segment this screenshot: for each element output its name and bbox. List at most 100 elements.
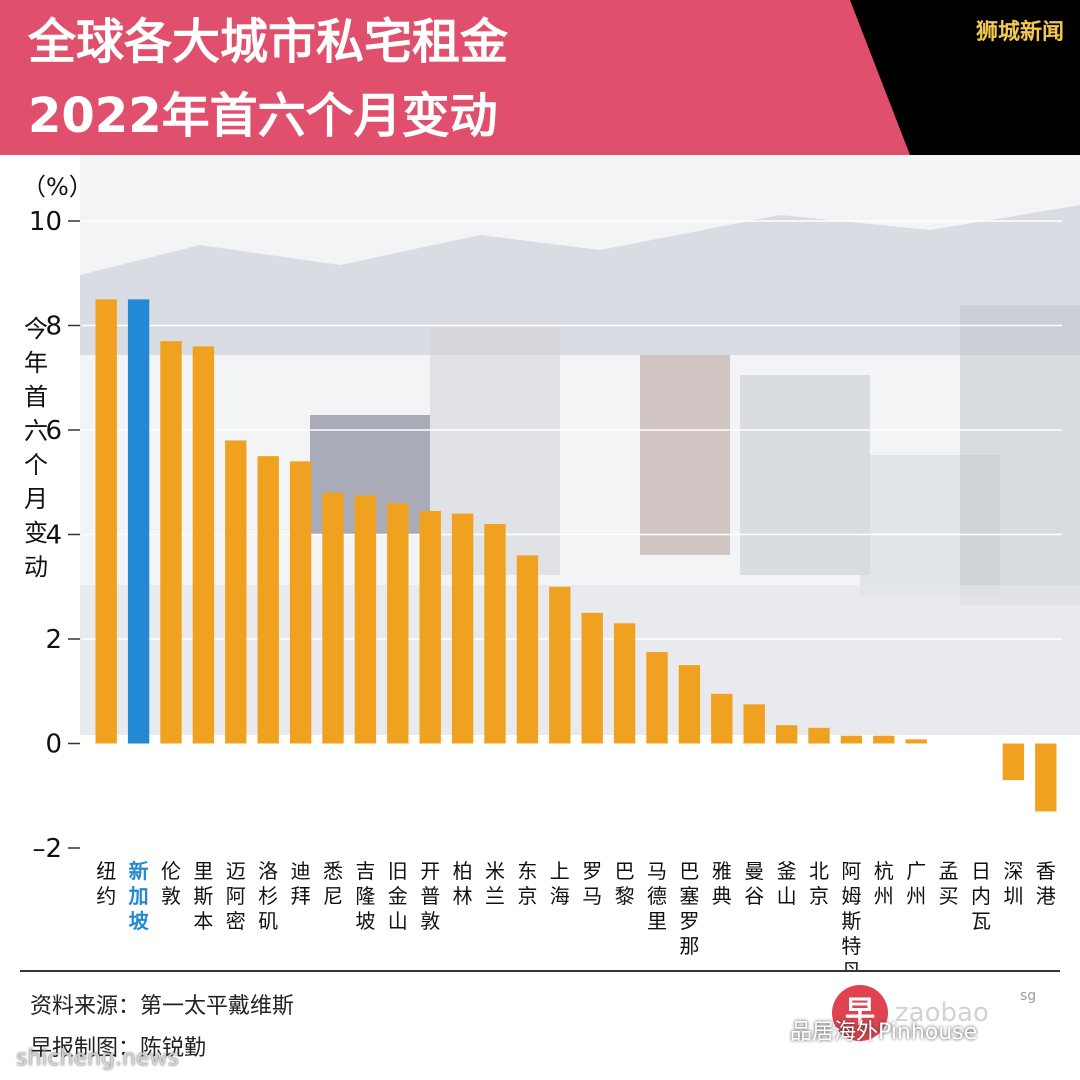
- bar: [322, 492, 344, 744]
- x-tick-label-char: 姆: [841, 884, 861, 908]
- x-tick-label-char: 东: [517, 859, 537, 883]
- y-axis-title-char: 六: [24, 417, 48, 445]
- x-tick-label-char: 斯: [193, 884, 213, 908]
- bar: [451, 513, 474, 744]
- x-tick-label-char: 买: [939, 884, 959, 908]
- bar: [354, 495, 377, 744]
- bar: [808, 727, 830, 744]
- y-tick-label: –2: [32, 834, 62, 864]
- bar: [775, 725, 798, 744]
- y-axis-title-char: 个: [24, 451, 48, 479]
- chart-title-line2: 2022年首六个月变动: [28, 88, 498, 144]
- source-note: 资料来源：第一太平戴维斯: [30, 994, 295, 1019]
- x-tick-label-char: 特: [841, 934, 861, 958]
- y-tick-label: 0: [45, 730, 62, 760]
- x-tick-label-char: 山: [388, 909, 408, 933]
- y-tick-label: 4: [45, 521, 62, 551]
- x-tick-label-char: 那: [679, 934, 699, 958]
- x-tick-label-char: 京: [809, 884, 829, 908]
- y-tick-label: 2: [45, 625, 62, 655]
- x-tick-label-char: 普: [420, 884, 440, 908]
- bar: [549, 586, 571, 744]
- y-axis-title-char: 月: [24, 485, 48, 513]
- x-tick-label-char: 林: [453, 884, 473, 908]
- x-tick-label-char: 约: [96, 884, 116, 908]
- bar: [678, 665, 701, 744]
- x-tick-label-char: 圳: [1003, 884, 1023, 908]
- x-tick-label-char: 坡: [129, 909, 150, 933]
- chart-area: （%） 10 8 6 4 2 0 –2 今年首六个月变动纽约新加坡伦敦里斯本迈阿密洛杉矶迪拜悉尼…: [0, 155, 1080, 970]
- y-axis-title-char: 首: [24, 383, 48, 411]
- bar: [1002, 743, 1025, 781]
- x-tick-label-char: 州: [906, 884, 926, 908]
- zaobao-logo-text: zaobao: [895, 998, 989, 1028]
- y-tick-label: 6: [45, 416, 62, 446]
- x-tick-label-char: 山: [777, 884, 797, 908]
- x-tick-label-char: 敦: [161, 884, 181, 908]
- chart-title-line1: 全球各大城市私宅租金: [28, 14, 509, 70]
- x-tick-label-char: 香: [1036, 859, 1056, 883]
- x-tick-label-char: 瓦: [971, 909, 991, 933]
- x-tick-label-char: 海: [550, 884, 570, 908]
- bar: [192, 346, 215, 744]
- x-tick-label-char: 伦: [161, 859, 181, 883]
- x-tick-label-char: 雅: [712, 859, 732, 883]
- x-tick-label-char: 尼: [323, 884, 343, 908]
- x-tick-label-char: 罗: [679, 909, 699, 933]
- x-tick-label-char: 丹: [841, 959, 861, 970]
- x-tick-label-char: 典: [712, 884, 732, 908]
- y-axis-title-char: 年: [24, 349, 48, 377]
- x-tick-label-char: 深: [1003, 859, 1023, 883]
- x-tick-label-char: 迈: [226, 859, 246, 883]
- bar: [484, 524, 506, 744]
- header-shape: [0, 0, 910, 155]
- bar: [743, 704, 765, 744]
- site-watermark: shicheng.news: [16, 1046, 179, 1071]
- bar: [387, 503, 409, 744]
- credit-note: 早报制图：陈锐勤: [30, 1036, 207, 1061]
- bar: [127, 299, 150, 744]
- header-pink-band: [0, 0, 910, 155]
- bar: [905, 739, 927, 744]
- x-tick-label-char: 马: [582, 884, 602, 908]
- x-tick-label-char: 北: [809, 859, 829, 883]
- bar: [873, 735, 895, 744]
- x-tick-label-char: 隆: [355, 884, 375, 908]
- x-tick-label-char: 兰: [485, 884, 505, 908]
- x-tick-label-char: 巴: [679, 859, 699, 883]
- bar: [646, 652, 668, 744]
- x-tick-label-char: 罗: [582, 859, 602, 883]
- bar: [95, 299, 117, 744]
- x-tick-label-char: 釜: [777, 859, 797, 883]
- x-tick-label-char: 谷: [744, 884, 764, 908]
- x-tick-label-char: 孟: [939, 859, 959, 883]
- x-tick-label-char: 内: [971, 884, 991, 908]
- x-tick-label-char: 拜: [291, 884, 311, 908]
- x-tick-label-char: 洛: [258, 859, 278, 883]
- x-tick-label-char: 米: [485, 859, 505, 883]
- x-tick-label-char: 斯: [841, 909, 861, 933]
- x-tick-label-char: 州: [874, 884, 894, 908]
- x-tick-label-char: 阿: [226, 884, 246, 908]
- y-tick-label: 8: [45, 312, 62, 342]
- x-tick-label-char: 广: [906, 859, 926, 883]
- bar: [516, 555, 539, 744]
- x-tick-label-char: 黎: [615, 884, 635, 908]
- bar: [613, 623, 636, 744]
- bar: [1035, 743, 1057, 812]
- x-tick-label-char: 里: [193, 859, 213, 883]
- x-tick-label-char: 密: [226, 909, 246, 933]
- zaobao-logo-sg: sg: [1020, 988, 1037, 1004]
- bar: [581, 612, 603, 744]
- x-tick-label-char: 新: [129, 859, 149, 883]
- x-tick-label-char: 悉: [323, 859, 343, 883]
- bar: [225, 440, 247, 744]
- bar: [711, 693, 733, 744]
- x-tick-label-char: 迪: [291, 859, 311, 883]
- x-tick-label-char: 加: [128, 884, 149, 908]
- bar: [257, 456, 279, 744]
- x-tick-label-char: 塞: [679, 884, 699, 908]
- x-tick-label-char: 港: [1036, 884, 1056, 908]
- x-tick-label-char: 京: [517, 884, 537, 908]
- y-axis-title-char: 今: [24, 315, 48, 343]
